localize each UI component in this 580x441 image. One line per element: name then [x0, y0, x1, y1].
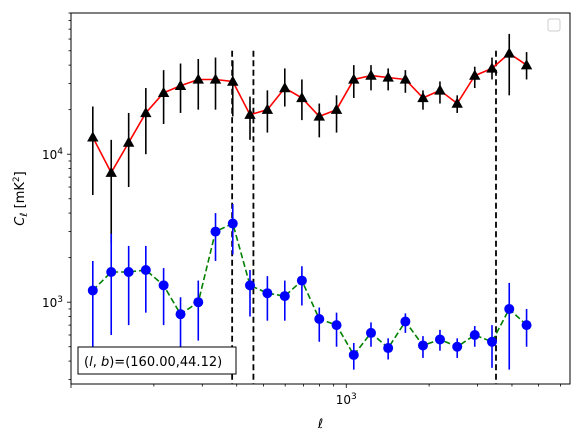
data-point — [314, 313, 325, 324]
x-tick-label: 103 — [336, 392, 357, 407]
data-point — [296, 91, 308, 103]
data-point — [469, 69, 481, 80]
data-point — [503, 47, 515, 58]
series-1 — [87, 33, 533, 244]
annotation-box: (l, b)=(160.00,44.12) — [77, 346, 237, 375]
data-point — [122, 136, 135, 147]
data-point — [140, 265, 151, 276]
series-line — [92, 52, 528, 175]
data-point — [158, 280, 169, 291]
data-point — [399, 73, 412, 84]
data-point — [175, 309, 186, 320]
data-point — [174, 79, 187, 90]
axes-layer: 103 103 104 ℓ Cℓ [mK2] — [12, 12, 571, 432]
data-point — [487, 336, 498, 347]
data-point — [244, 108, 256, 119]
data-point — [365, 69, 377, 80]
legend-box — [547, 18, 561, 32]
data-point — [452, 341, 463, 352]
data-point — [504, 303, 515, 314]
y-tick-label: 104 — [42, 147, 63, 162]
annotation-text: (l, b)=(160.00,44.12) — [84, 355, 222, 370]
data-point — [157, 86, 170, 98]
data-point — [279, 82, 291, 93]
data-point — [348, 349, 359, 360]
data-point — [313, 110, 325, 121]
x-axis-label: ℓ — [317, 417, 323, 432]
data-point — [486, 62, 498, 73]
data-point — [330, 103, 343, 114]
data-point — [417, 91, 429, 103]
data-point — [348, 73, 360, 84]
data-point — [451, 97, 463, 108]
data-point — [261, 103, 274, 114]
annotation-frame — [77, 346, 237, 375]
data-point — [106, 266, 117, 277]
data-point — [469, 330, 480, 341]
data-point — [209, 73, 222, 84]
data-point — [227, 218, 238, 229]
series-2 — [87, 204, 532, 370]
data-point — [400, 316, 411, 327]
data-point — [193, 297, 204, 308]
data-point — [296, 275, 307, 286]
data-point — [227, 75, 239, 86]
data-point — [192, 73, 204, 84]
data-point — [244, 280, 255, 291]
data-point — [210, 226, 221, 237]
data-point — [382, 71, 394, 82]
series-layer — [87, 33, 533, 370]
data-point — [434, 84, 446, 95]
data-point — [279, 291, 290, 302]
data-point — [123, 266, 134, 277]
data-point — [417, 340, 428, 351]
data-point — [383, 343, 394, 354]
data-point — [434, 334, 445, 345]
data-point — [520, 59, 533, 70]
y-axis-label: Cℓ [mK2] — [12, 171, 30, 225]
data-point — [262, 288, 273, 299]
data-point — [521, 320, 532, 331]
annotation-layer: (l, b)=(160.00,44.12) — [77, 346, 237, 375]
data-point — [87, 285, 98, 296]
data-point — [331, 320, 342, 331]
data-point — [365, 327, 376, 338]
y-tick-label: 103 — [42, 295, 63, 310]
data-point — [105, 166, 117, 177]
data-point — [87, 131, 99, 142]
data-point — [140, 106, 152, 118]
